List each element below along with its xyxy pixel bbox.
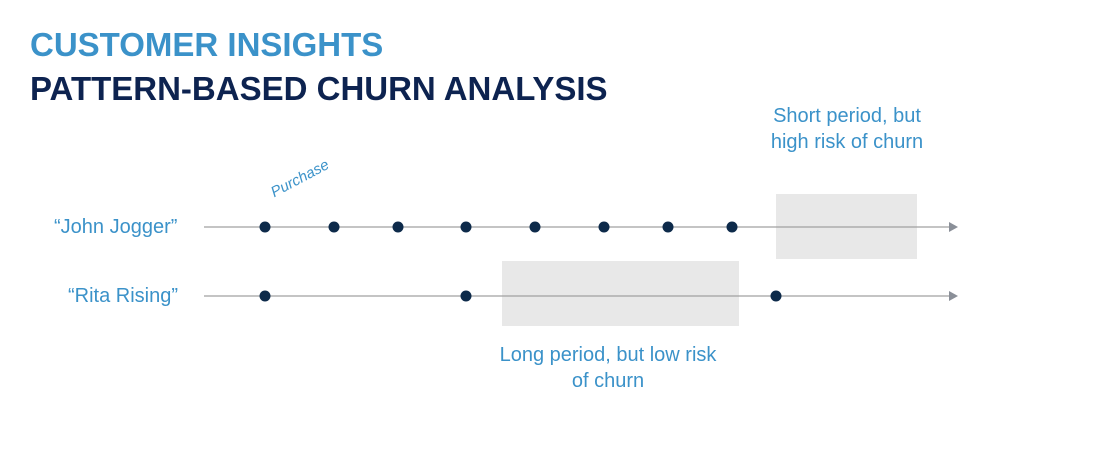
long-period-note: Long period, but low risk of churn xyxy=(499,344,717,392)
purchase-dot xyxy=(726,221,738,233)
arrow-head-icon xyxy=(949,222,958,232)
purchase-dot xyxy=(770,290,782,302)
customer-label-john: “John Jogger” xyxy=(54,216,178,238)
purchase-dot xyxy=(460,290,472,302)
short-period-note: Short period, but high risk of churn xyxy=(770,105,924,153)
page-subtitle: PATTERN-BASED CHURN ANALYSIS xyxy=(30,70,608,107)
purchase-dot xyxy=(662,221,674,233)
purchase-dot xyxy=(328,221,340,233)
purchase-dot xyxy=(259,221,271,233)
long-period-box xyxy=(502,261,739,326)
purchase-dot xyxy=(529,221,541,233)
arrow-head-icon xyxy=(949,291,958,301)
page-title: CUSTOMER INSIGHTS xyxy=(30,26,384,63)
purchase-dot xyxy=(460,221,472,233)
customer-label-rita: “Rita Rising” xyxy=(68,285,179,307)
purchase-dot xyxy=(259,290,271,302)
purchase-dot xyxy=(392,221,404,233)
purchase-dot xyxy=(598,221,610,233)
